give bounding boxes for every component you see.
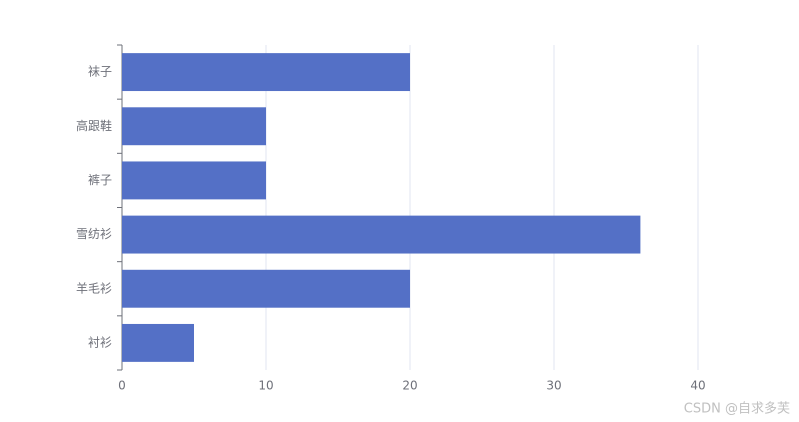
x-tick-label: 40 — [690, 379, 705, 393]
bar — [122, 269, 410, 308]
bar — [122, 215, 641, 254]
bar — [122, 107, 266, 146]
y-tick-label: 裤子 — [88, 173, 112, 187]
x-tick-label: 10 — [258, 379, 273, 393]
watermark: CSDN @自求多芙 — [684, 401, 790, 417]
bar — [122, 323, 194, 362]
y-tick-label: 高跟鞋 — [76, 118, 112, 133]
x-tick-label: 0 — [118, 379, 126, 393]
bar — [122, 53, 410, 92]
y-tick-label: 衬衫 — [88, 335, 112, 349]
y-tick-label: 雪纺衫 — [76, 227, 112, 241]
bar — [122, 161, 266, 200]
x-tick-label: 20 — [402, 379, 417, 393]
x-tick-label: 30 — [546, 379, 561, 393]
y-tick-label: 袜子 — [88, 65, 112, 79]
y-tick-label: 羊毛衫 — [76, 280, 112, 295]
